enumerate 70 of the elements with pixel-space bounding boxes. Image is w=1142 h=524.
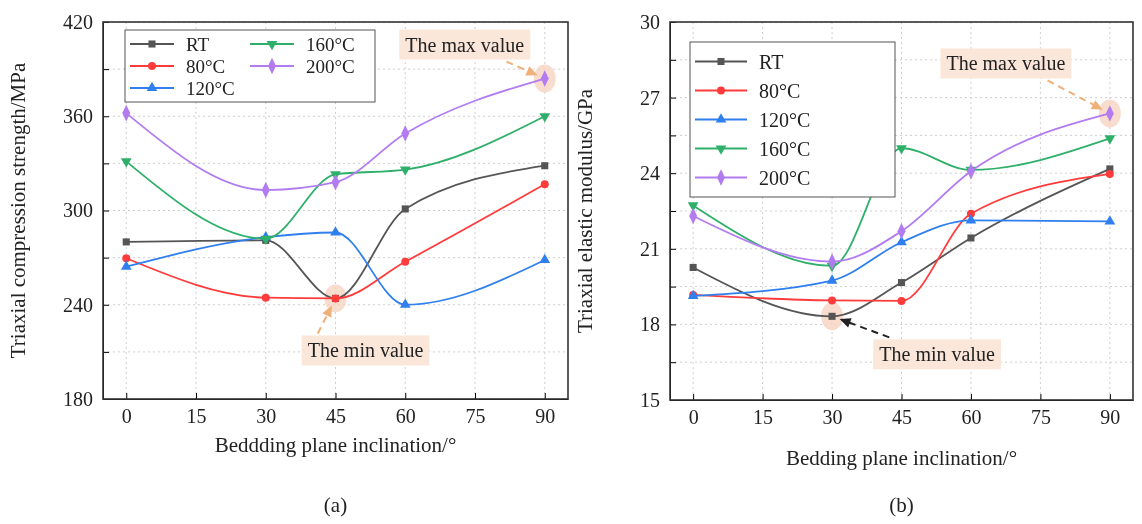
legend-label: 200°C	[306, 55, 355, 77]
point	[122, 254, 131, 263]
x-tick-label: 15	[186, 405, 207, 428]
x-tick-label: 60	[395, 405, 416, 428]
point	[261, 293, 270, 302]
y-tick-label: 15	[640, 388, 660, 411]
y-tick-label: 240	[63, 293, 93, 316]
x-tick-label: 75	[1030, 406, 1051, 429]
legend-label: RT	[186, 33, 210, 55]
legend-label: 160°C	[306, 33, 355, 55]
y-tick-label: 18	[640, 313, 660, 336]
x-tick-label: 90	[1100, 406, 1121, 429]
legend-label: 120°C	[759, 108, 811, 131]
point	[541, 162, 549, 170]
x-tick-label: 45	[892, 406, 912, 429]
point	[399, 166, 411, 176]
y-tick-label: 300	[63, 199, 93, 222]
x-axis-title: Beddding plane inclination/°	[214, 433, 457, 457]
y-tick-label: 420	[63, 10, 93, 33]
legend-label: 200°C	[759, 166, 811, 189]
x-tick-label: 75	[465, 405, 486, 428]
y-tick-label: 360	[63, 105, 93, 128]
legend-label: 80°C	[759, 79, 801, 102]
annotation: The max value	[405, 33, 525, 56]
point	[967, 234, 975, 242]
y-tick-label: 21	[640, 237, 660, 260]
point	[539, 113, 551, 123]
point	[965, 214, 977, 224]
y-axis-title: Triaxial compression strength/MPa	[6, 62, 30, 359]
point	[1104, 215, 1116, 225]
y-tick-label: 27	[640, 86, 660, 109]
x-axis-title: Bedding plane inclination/°	[785, 446, 1018, 470]
annotation: The min value	[307, 339, 424, 362]
y-tick-label: 180	[63, 387, 93, 410]
point	[896, 145, 907, 155]
point	[120, 158, 132, 168]
y-tick-label: 30	[640, 10, 660, 33]
y-tick-label: 24	[640, 162, 660, 185]
x-tick-label: 15	[753, 406, 774, 429]
point	[828, 296, 837, 305]
x-tick-label: 90	[535, 405, 556, 428]
point	[897, 296, 906, 305]
point	[539, 253, 551, 264]
point	[540, 180, 549, 189]
legend-label: RT	[759, 50, 784, 73]
point	[1105, 169, 1114, 178]
point	[120, 260, 132, 270]
x-tick-label: 60	[961, 406, 982, 429]
annotation: The min value	[879, 343, 995, 366]
annotation: The max value	[946, 52, 1066, 75]
x-tick-label: 0	[121, 405, 132, 428]
text: (a)	[323, 493, 348, 517]
legend-label: 160°C	[759, 137, 811, 160]
legend-label: 80°C	[186, 55, 226, 77]
point	[122, 238, 130, 246]
y-axis-title: Triaxial elastic modulus/GPa	[573, 88, 597, 334]
x-tick-label: 30	[822, 406, 843, 429]
point	[826, 274, 838, 284]
point	[401, 205, 409, 213]
x-tick-label: 30	[256, 405, 277, 428]
point	[897, 279, 906, 287]
x-tick-label: 0	[688, 406, 699, 429]
point	[401, 257, 410, 266]
point	[330, 226, 341, 236]
point	[1104, 135, 1116, 145]
point	[689, 263, 697, 271]
text: (b)	[889, 493, 914, 517]
legend-label: 120°C	[186, 77, 235, 99]
point	[399, 298, 411, 308]
x-tick-label: 45	[326, 405, 346, 428]
